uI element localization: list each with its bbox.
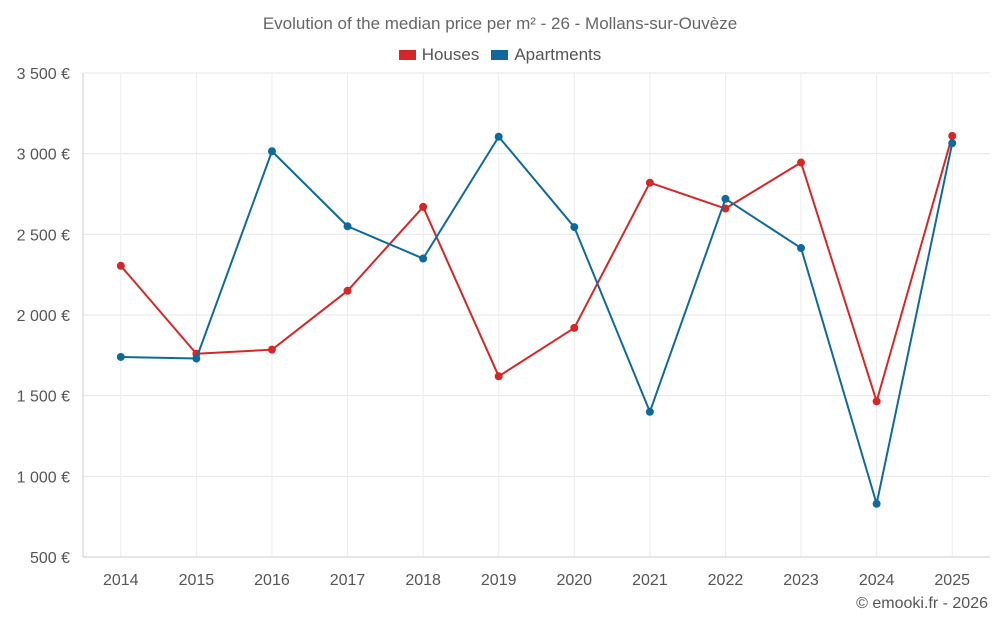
data-point-apartments[interactable]: [645, 407, 654, 416]
x-tick-label: 2023: [783, 572, 819, 589]
legend-item-apartments[interactable]: Apartments: [491, 45, 601, 65]
data-point-houses[interactable]: [116, 261, 125, 270]
data-point-apartments[interactable]: [948, 139, 957, 148]
y-tick-label: 500 €: [30, 550, 70, 567]
x-tick-label: 2025: [934, 572, 970, 589]
y-tick-label: 1 500 €: [17, 389, 70, 406]
houses-swatch-icon: [398, 50, 416, 60]
data-point-houses[interactable]: [570, 323, 579, 332]
data-point-houses[interactable]: [645, 178, 654, 187]
chart-title: Evolution of the median price per m² - 2…: [262, 14, 738, 33]
legend-label-houses: Houses: [421, 45, 480, 64]
x-tick-label: 2018: [405, 572, 441, 589]
data-point-apartments[interactable]: [419, 254, 428, 263]
credit-text: © emooki.fr - 2026: [856, 595, 988, 612]
data-point-apartments[interactable]: [797, 244, 806, 253]
data-point-apartments[interactable]: [343, 222, 352, 231]
series-line-houses: [120, 135, 954, 403]
data-point-houses[interactable]: [343, 286, 352, 295]
data-point-apartments[interactable]: [267, 147, 276, 156]
data-point-apartments[interactable]: [721, 194, 730, 203]
x-tick-label: 2022: [708, 572, 744, 589]
legend-item-houses[interactable]: Houses: [398, 45, 480, 65]
legend-label-apartments: Apartments: [514, 45, 602, 64]
x-tick-label: 2024: [859, 572, 895, 589]
data-point-apartments[interactable]: [494, 132, 503, 141]
x-tick-label: 2016: [254, 572, 290, 589]
x-tick-label: 2017: [330, 572, 366, 589]
data-point-apartments[interactable]: [570, 223, 579, 232]
legend: Houses Apartments: [0, 45, 1000, 65]
data-point-apartments[interactable]: [872, 499, 881, 508]
y-tick-label: 3 500 €: [17, 66, 70, 83]
x-tick-label: 2014: [103, 572, 139, 589]
data-point-houses[interactable]: [872, 397, 881, 406]
data-point-houses[interactable]: [494, 372, 503, 381]
data-point-apartments[interactable]: [116, 352, 125, 361]
y-tick-label: 2 500 €: [17, 227, 70, 244]
data-point-houses[interactable]: [267, 345, 276, 354]
data-point-houses[interactable]: [419, 202, 428, 211]
y-tick-label: 2 000 €: [17, 308, 70, 325]
x-tick-label: 2019: [481, 572, 517, 589]
data-point-houses[interactable]: [948, 131, 957, 140]
y-tick-label: 3 000 €: [17, 147, 70, 164]
x-tick-label: 2020: [556, 572, 592, 589]
data-point-apartments[interactable]: [192, 354, 201, 363]
data-point-houses[interactable]: [797, 158, 806, 167]
x-tick-label: 2015: [179, 572, 215, 589]
series-line-apartments: [120, 135, 954, 505]
y-tick-label: 1 000 €: [17, 469, 70, 486]
apartments-swatch-icon: [491, 50, 509, 60]
x-tick-label: 2021: [632, 572, 668, 589]
